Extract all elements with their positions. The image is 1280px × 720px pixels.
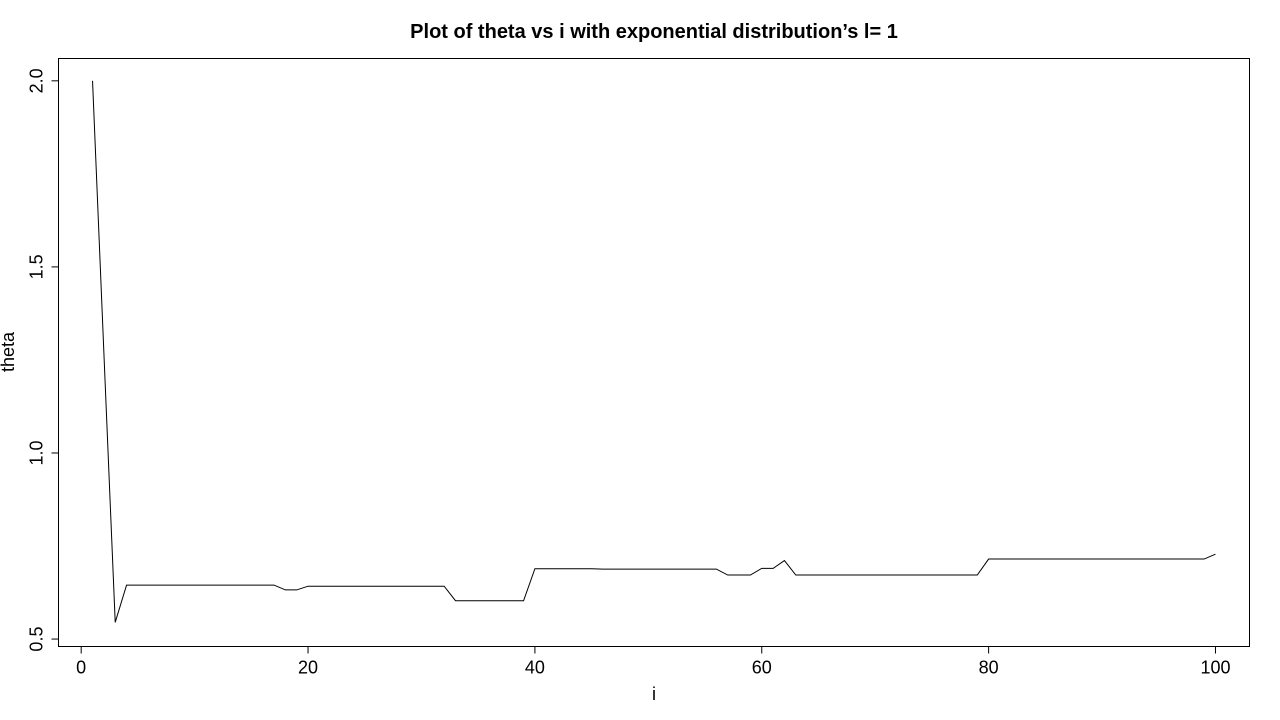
series-group (92, 80, 1216, 623)
series-line (92, 80, 1216, 623)
x-tick-label: 100 (1200, 658, 1230, 678)
x-tick-label: 80 (979, 658, 999, 678)
plot-area (58, 58, 1250, 647)
y-tick-label: 1.5 (27, 254, 47, 279)
x-tick-label: 0 (76, 658, 86, 678)
x-tick-label: 20 (298, 658, 318, 678)
x-tick-label: 40 (525, 658, 545, 678)
y-axis-label: theta (0, 331, 18, 372)
y-tick-label: 0.5 (27, 627, 47, 652)
chart-title: Plot of theta vs i with exponential dist… (410, 21, 898, 43)
y-tick-label: 2.0 (27, 68, 47, 93)
y-axis: 0.5 1.0 1.5 2.0 (27, 68, 59, 652)
x-tick-label: 60 (752, 658, 772, 678)
x-axis-label: i (652, 684, 656, 704)
y-tick-label: 1.0 (27, 440, 47, 465)
x-axis: 0 20 40 60 80 100 (76, 646, 1230, 678)
